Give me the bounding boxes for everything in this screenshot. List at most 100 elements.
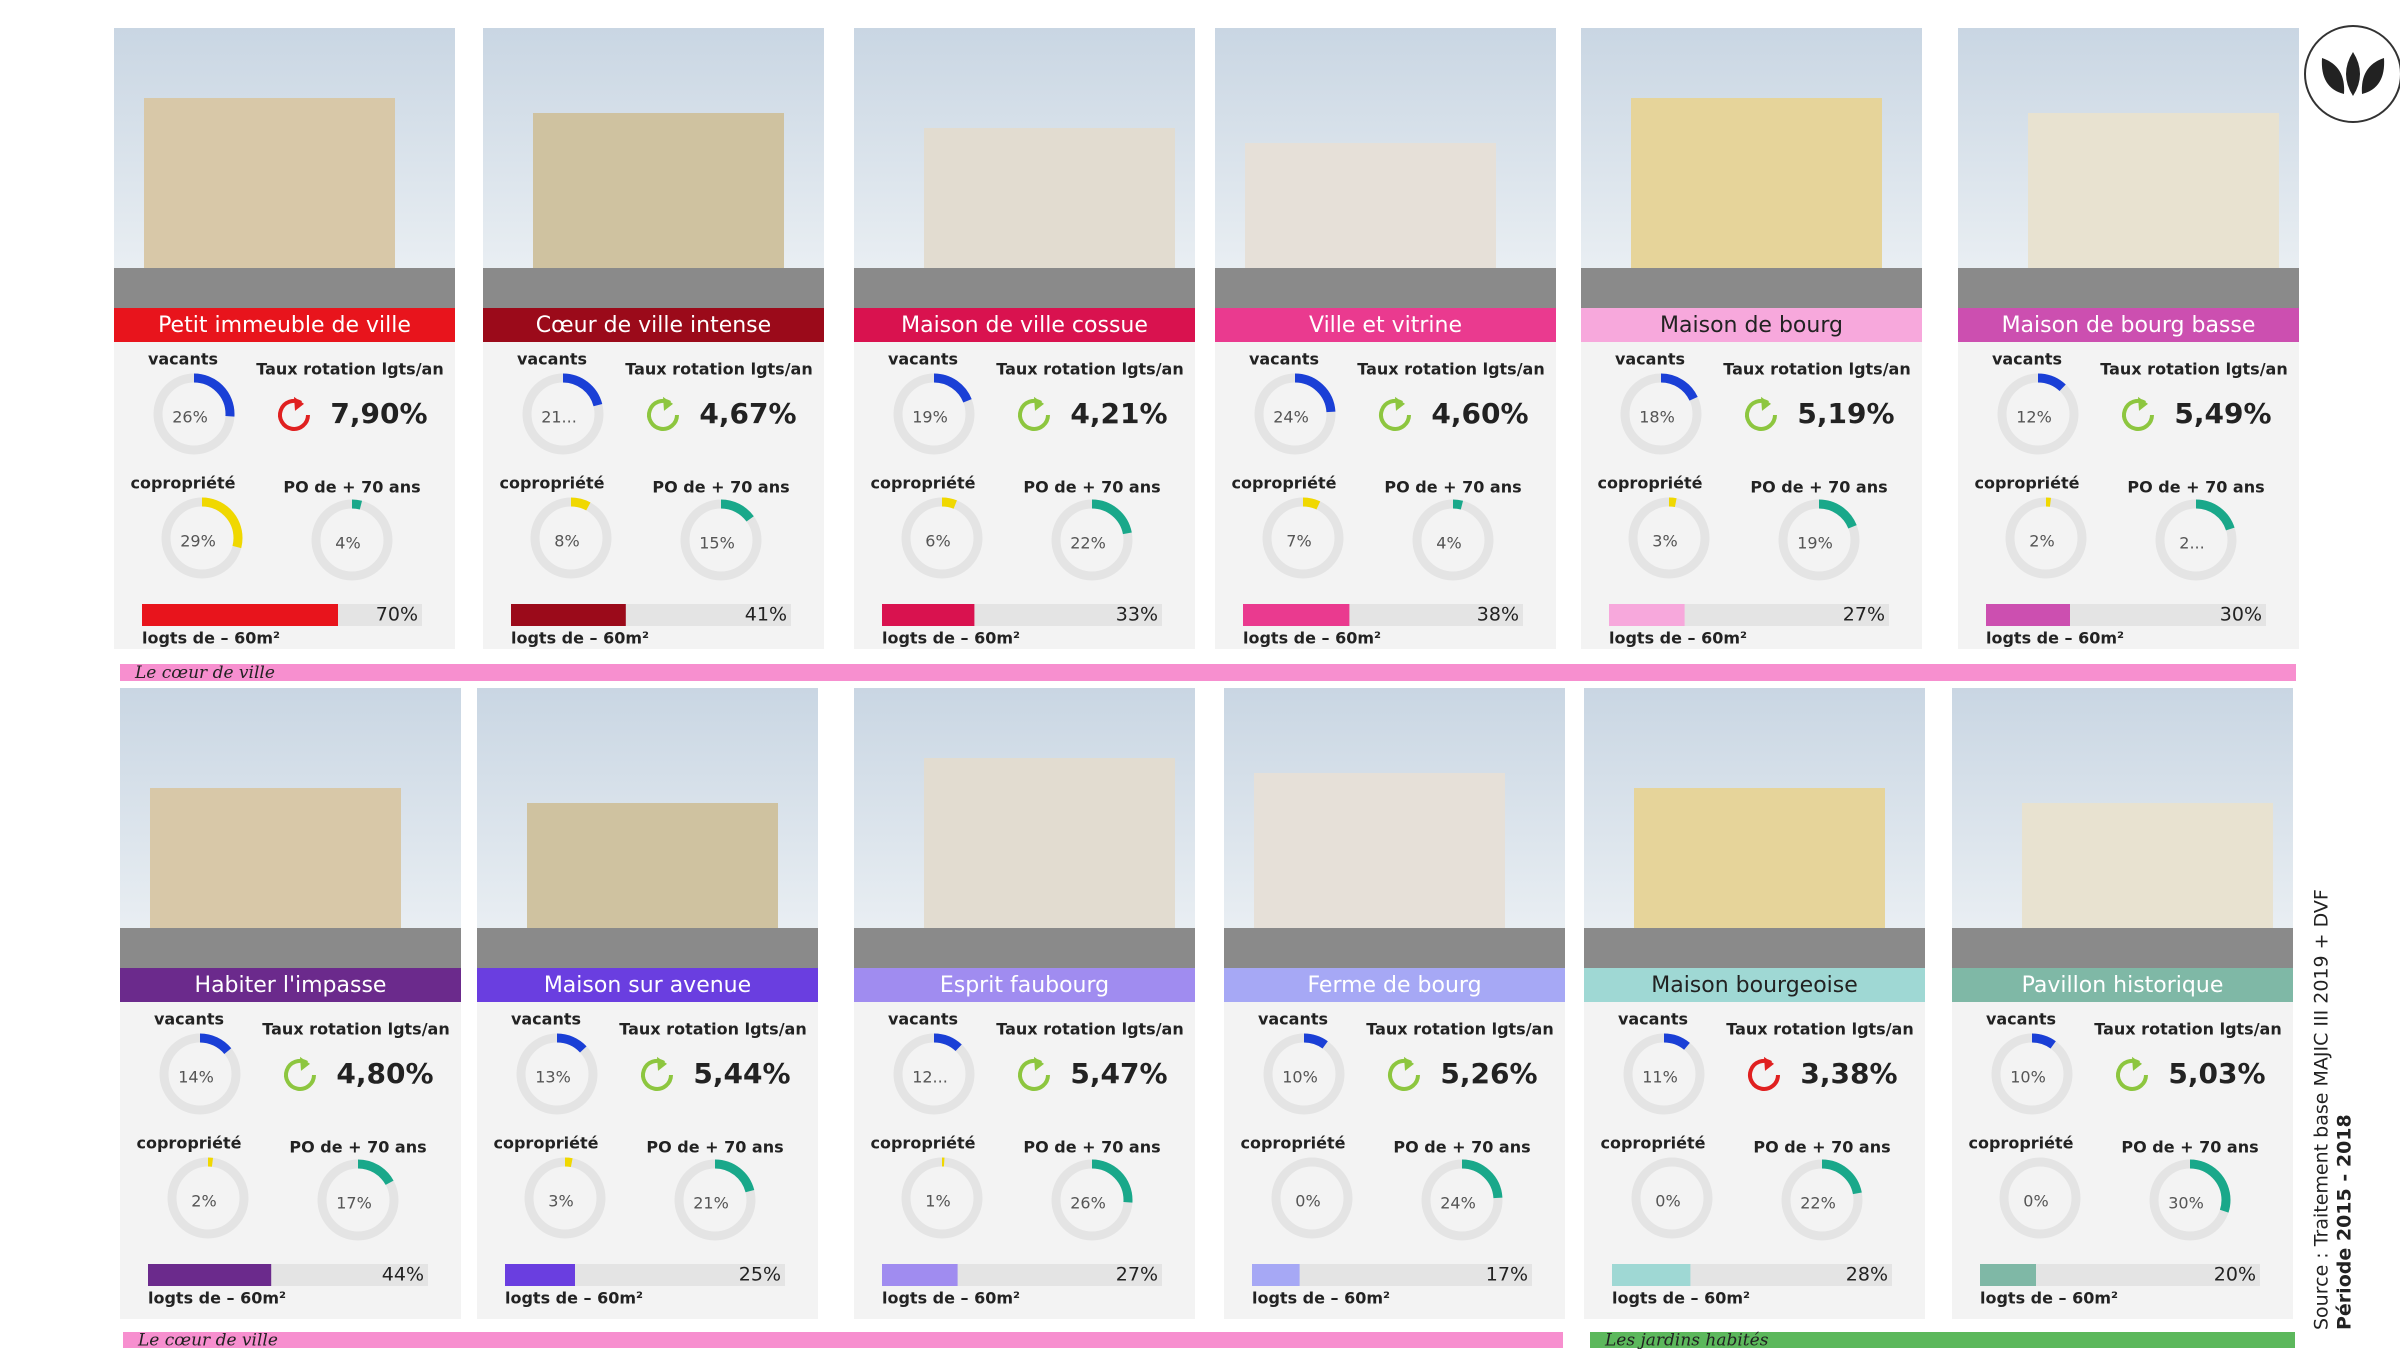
logts-bar	[511, 604, 626, 626]
logts-label: logts de – 60m²	[1609, 629, 1747, 648]
donut-arc	[1254, 373, 1336, 455]
donut-arc	[901, 497, 983, 579]
copro-label: copropriété	[500, 474, 605, 493]
po70-label: PO de + 70 ans	[1384, 478, 1521, 497]
rotation-icon	[2116, 1058, 2148, 1091]
donut-track	[1631, 1157, 1713, 1239]
donut-arc	[893, 373, 975, 455]
donut-label: 12...	[912, 1068, 948, 1087]
donut-arc	[901, 1157, 983, 1239]
donut-label: 6%	[925, 532, 950, 551]
rotation-arrow	[1404, 1056, 1414, 1071]
rotation-label: Taux rotation lgts/an	[625, 360, 812, 379]
donut-arc	[1051, 1159, 1133, 1241]
card: Cœur de ville intense vacants 21... Taux ro…	[483, 28, 824, 649]
donut-label: 24%	[1273, 408, 1309, 427]
rotation-arrow	[2132, 1056, 2142, 1071]
card: Maison bourgeoise vacants 11% Taux rotation…	[1584, 688, 1925, 1319]
rotation-label: Taux rotation lgts/an	[2100, 360, 2287, 379]
rotation-icon	[278, 398, 310, 431]
copro-label: copropriété	[871, 1134, 976, 1153]
donut-label: 12%	[2016, 408, 2052, 427]
photo-road	[1584, 928, 1925, 968]
logts-bar	[1612, 1264, 1691, 1286]
card-title: Maison bourgeoise	[1651, 973, 1858, 998]
rotation-arrow	[300, 1056, 310, 1071]
vacants-label: vacants	[1615, 350, 1685, 369]
rotation-value: 4,21%	[1070, 397, 1167, 430]
donut-label: 4%	[335, 534, 360, 553]
po70-label: PO de + 70 ans	[2127, 478, 2264, 497]
card: Pavillon historique vacants 10% Taux rotati…	[1952, 688, 2293, 1319]
card: Maison de bourg vacants 18% Taux rotation l…	[1581, 28, 1922, 649]
donut-label: 7%	[1286, 532, 1311, 551]
section-label: Le cœur de ville	[134, 663, 275, 683]
rotation-value: 5,19%	[1797, 397, 1894, 430]
rotation-value: 3,38%	[1800, 1057, 1897, 1090]
donut-label: 0%	[2023, 1192, 2048, 1211]
rotation-value: 7,90%	[330, 397, 427, 430]
logts-label: logts de – 60m²	[1243, 629, 1381, 648]
po70-label: PO de + 70 ans	[283, 478, 420, 497]
card-body	[1215, 342, 1556, 649]
photo-road	[483, 268, 824, 308]
rotation-value: 5,47%	[1070, 1057, 1167, 1090]
po70-label: PO de + 70 ans	[1753, 1138, 1890, 1157]
vacants-label: vacants	[1986, 1010, 2056, 1029]
card-title-band	[1224, 968, 1565, 1002]
logts-label: logts de – 60m²	[505, 1289, 643, 1308]
copro-label: copropriété	[1601, 1134, 1706, 1153]
rotation-arrow	[1395, 396, 1405, 411]
photo-road	[120, 928, 461, 968]
donut-label: 26%	[1070, 1194, 1106, 1213]
photo-road	[1952, 928, 2293, 968]
donut-arc	[311, 499, 393, 581]
po70-label: PO de + 70 ans	[1023, 1138, 1160, 1157]
card-body	[854, 342, 1195, 649]
donut-label: 10%	[1282, 1068, 1318, 1087]
photo-road	[1224, 928, 1565, 968]
logts-bar	[1243, 604, 1350, 626]
donut-arc	[167, 1157, 249, 1239]
rotation-label: Taux rotation lgts/an	[1723, 360, 1910, 379]
vacants-label: vacants	[1618, 1010, 1688, 1029]
donut-track	[1999, 1157, 2081, 1239]
rotation-arrow	[2138, 396, 2148, 411]
rotation-icon	[1379, 398, 1411, 431]
donut-arc	[1262, 497, 1344, 579]
donut-arc	[1263, 1033, 1345, 1115]
card-title: Ferme de bourg	[1307, 973, 1481, 998]
rotation-arrow	[1761, 396, 1771, 411]
donut-arc	[1620, 373, 1702, 455]
card-title-band	[1581, 308, 1922, 342]
donut-label: 3%	[1652, 532, 1677, 551]
card: Ville et vitrine vacants 24% Taux rotation …	[1215, 28, 1556, 649]
copro-label: copropriété	[1969, 1134, 2074, 1153]
logts-label: logts de – 60m²	[882, 629, 1020, 648]
donut-arc	[1421, 1159, 1503, 1241]
rotation-icon	[647, 398, 679, 431]
donut-label: 2%	[2029, 532, 2054, 551]
donut-label: 19%	[912, 408, 948, 427]
vacants-label: vacants	[154, 1010, 224, 1029]
rotation-value: 5,26%	[1440, 1057, 1537, 1090]
po70-label: PO de + 70 ans	[646, 1138, 783, 1157]
rotation-icon	[641, 1058, 673, 1091]
logo	[2304, 25, 2400, 123]
rotation-arrow	[1764, 1056, 1774, 1071]
donut-arc	[1628, 497, 1710, 579]
card-title: Cœur de ville intense	[536, 313, 771, 338]
vacants-label: vacants	[517, 350, 587, 369]
donut-arc	[153, 373, 235, 455]
donut-arc	[680, 499, 762, 581]
donut-arc	[1412, 499, 1494, 581]
donut-label: 29%	[180, 532, 216, 551]
donut-arc	[1997, 373, 2079, 455]
photo-road	[1581, 268, 1922, 308]
donut-label: 2...	[2179, 534, 2204, 553]
source: Source : Traitement base MAJIC III 2019 …	[2311, 889, 2333, 1330]
rotation-label: Taux rotation lgts/an	[996, 1020, 1183, 1039]
photo-road	[477, 928, 818, 968]
card-title-band	[854, 308, 1195, 342]
donut-label: 10%	[2010, 1068, 2046, 1087]
